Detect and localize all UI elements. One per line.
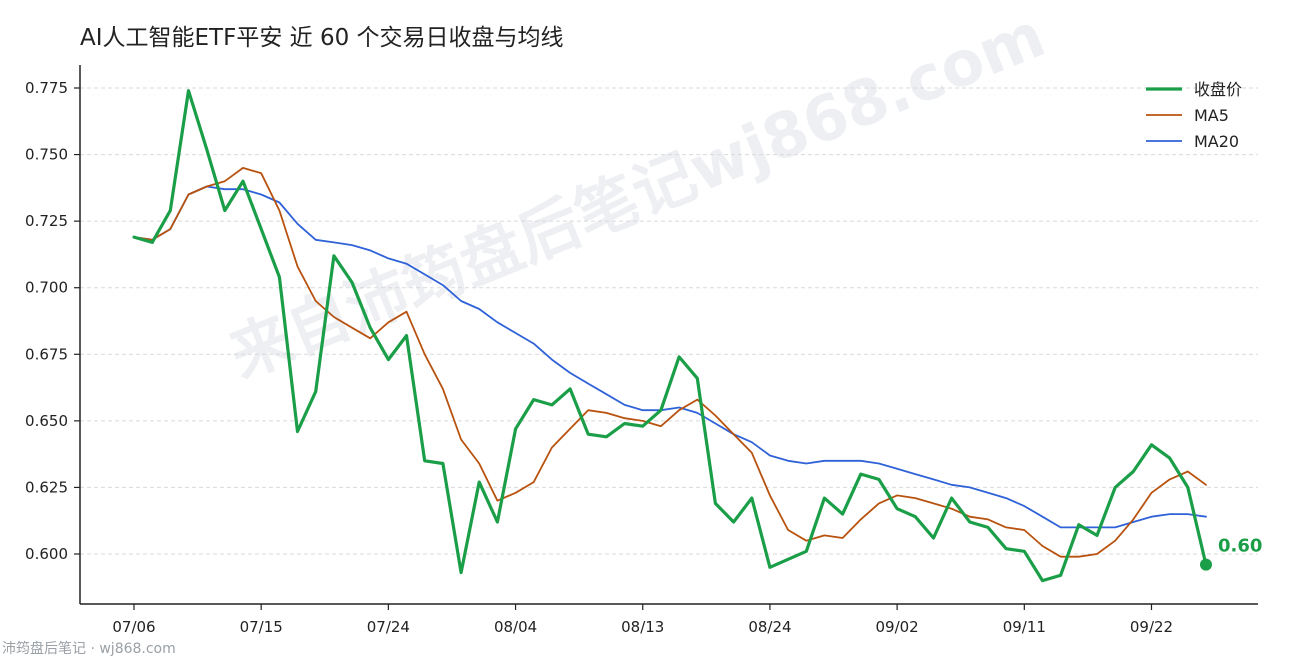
x-tick-label: 08/24 [748, 618, 791, 636]
last-close-value-label: 0.60 [1218, 536, 1262, 557]
x-tick-label: 07/06 [112, 618, 155, 636]
x-tick-label: 08/04 [494, 618, 537, 636]
x-tick-label: 09/22 [1130, 618, 1173, 636]
y-tick-label: 0.600 [25, 545, 68, 563]
close-price-line [132, 89, 1208, 583]
legend-label: MA20 [1194, 132, 1239, 151]
y-tick-label: 0.725 [25, 212, 68, 230]
x-tick-label: 09/02 [876, 618, 919, 636]
last-close-marker [1200, 558, 1212, 571]
y-tick-label: 0.750 [25, 146, 68, 164]
chart-title: AI人工智能ETF平安 近 60 个交易日收盘与均线 [80, 25, 564, 51]
y-tick-label: 0.700 [25, 279, 68, 297]
y-tick-label: 0.625 [25, 478, 68, 496]
footer-credit: 沛筠盘后笔记 · wj868.com [2, 641, 176, 657]
y-tick-label: 0.775 [25, 79, 68, 97]
legend-label: MA5 [1194, 106, 1229, 125]
y-tick-label: 0.675 [25, 345, 68, 363]
legend-label: 收盘价 [1194, 80, 1242, 99]
x-tick-label: 07/24 [367, 618, 410, 636]
x-tick-label: 08/13 [621, 618, 664, 636]
ma20-line [133, 185, 1207, 529]
watermark-text: 来自沛筠盘后笔记wj868.com [219, 0, 1054, 392]
ma5-line [133, 166, 1207, 558]
y-tick-label: 0.650 [25, 412, 68, 430]
x-tick-label: 09/11 [1003, 618, 1046, 636]
x-tick-label: 07/15 [240, 618, 283, 636]
